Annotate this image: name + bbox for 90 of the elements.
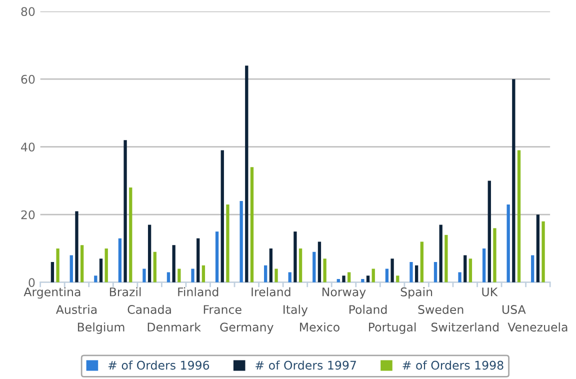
y-tick-label: 60 xyxy=(21,74,35,84)
bar xyxy=(410,262,413,282)
bar xyxy=(142,268,146,282)
bar xyxy=(274,268,278,282)
bar xyxy=(517,150,521,282)
x-tick-label: USA xyxy=(502,305,526,314)
bar xyxy=(366,276,370,282)
bar xyxy=(220,150,224,282)
bar xyxy=(70,255,73,282)
y-tick-label: 0 xyxy=(28,278,35,288)
bar xyxy=(56,248,60,282)
bar xyxy=(240,201,243,282)
bar xyxy=(104,248,108,282)
bar xyxy=(361,278,364,282)
bar xyxy=(468,258,472,282)
x-tick-label: Brazil xyxy=(110,287,141,296)
bar xyxy=(342,276,346,282)
bar xyxy=(245,66,248,282)
bar xyxy=(202,265,206,282)
x-tick-label: Germany xyxy=(220,322,274,334)
legend-label: # of Orders 1996 xyxy=(108,360,210,370)
bar xyxy=(512,79,516,282)
x-tick-label: Canada xyxy=(128,304,171,314)
bar xyxy=(372,268,375,282)
bar xyxy=(493,228,496,282)
x-tick-label: Poland xyxy=(349,304,387,314)
legend-label: # of Orders 1997 xyxy=(256,360,356,370)
bar xyxy=(50,262,54,282)
x-tick-label: Belgium xyxy=(78,322,124,334)
bar xyxy=(294,232,297,282)
x-tick-label: Italy xyxy=(284,304,308,316)
x-tick-label: Finland xyxy=(178,287,218,296)
bar xyxy=(444,234,448,282)
x-tick-label: Argentina xyxy=(24,287,80,299)
bar xyxy=(124,140,127,282)
bar xyxy=(153,252,156,282)
bar xyxy=(178,268,181,282)
bar xyxy=(542,221,545,282)
bar xyxy=(434,262,438,282)
bar xyxy=(264,265,268,282)
bar xyxy=(250,167,254,282)
bar xyxy=(191,268,194,282)
bar xyxy=(420,242,424,282)
y-tick-label: 20 xyxy=(21,210,35,220)
bar xyxy=(172,245,176,282)
bar xyxy=(536,214,540,282)
x-tick-label: Switzerland xyxy=(431,322,498,332)
bar xyxy=(80,245,84,282)
bar xyxy=(482,248,486,282)
bar xyxy=(439,224,442,282)
y-tick-label: 80 xyxy=(21,7,35,16)
y-tick-label: 40 xyxy=(21,142,35,152)
x-tick-label: Denmark xyxy=(148,322,201,332)
bar xyxy=(531,255,534,282)
x-tick-label: Sweden xyxy=(418,304,464,314)
bar xyxy=(129,188,132,282)
bar xyxy=(166,272,170,282)
x-tick-label: Portugal xyxy=(369,322,416,334)
bar xyxy=(196,238,200,282)
bar xyxy=(226,204,230,282)
bar xyxy=(488,180,491,282)
bar xyxy=(506,204,510,282)
bar xyxy=(458,272,462,282)
bar xyxy=(288,272,292,282)
bar xyxy=(396,276,400,282)
bar xyxy=(215,232,219,282)
bar xyxy=(414,265,418,282)
x-tick-label: Ireland xyxy=(252,287,290,296)
bar xyxy=(348,272,351,282)
bar xyxy=(118,238,122,282)
bar xyxy=(385,268,389,282)
bar xyxy=(318,242,322,282)
x-tick-label: France xyxy=(204,305,242,314)
bar xyxy=(323,258,326,282)
bar xyxy=(75,211,78,282)
x-tick-label: Norway xyxy=(322,288,366,299)
x-tick-label: UK xyxy=(482,288,498,296)
legend-label: # of Orders 1998 xyxy=(402,360,504,370)
bar xyxy=(390,258,394,282)
bar xyxy=(269,248,273,282)
x-tick-label: Venezuela xyxy=(508,322,568,332)
bar xyxy=(298,248,302,282)
bar xyxy=(99,258,103,282)
x-tick-label: Austria xyxy=(56,304,97,314)
bar xyxy=(464,255,467,282)
bar xyxy=(148,224,152,282)
bar xyxy=(312,252,316,282)
x-tick-label: Mexico xyxy=(300,322,340,332)
x-tick-label: Spain xyxy=(400,287,432,299)
bar xyxy=(94,276,98,282)
